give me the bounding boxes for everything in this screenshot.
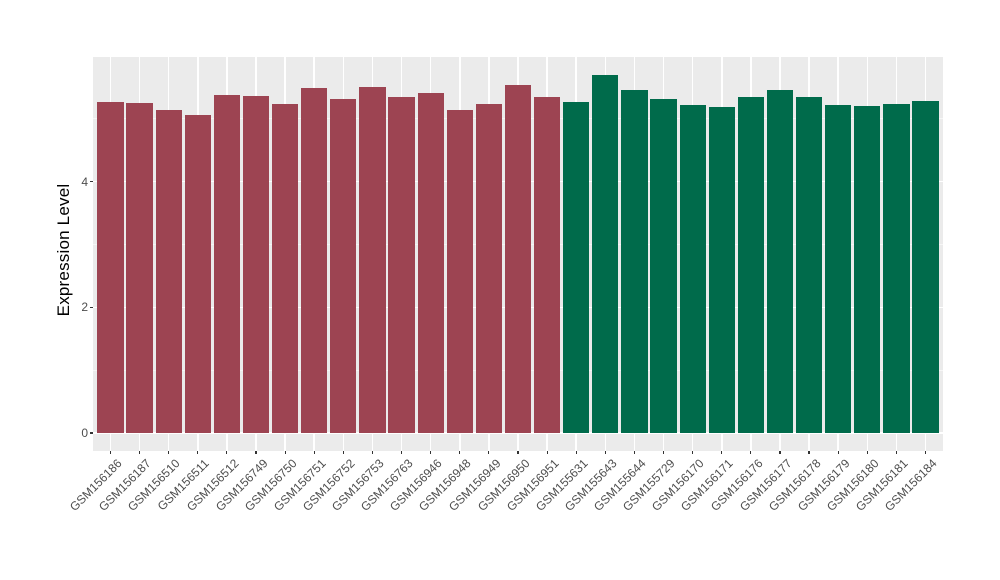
- bar: [504, 84, 532, 433]
- bar: [650, 98, 677, 433]
- bar: [854, 106, 881, 433]
- x-tick-mark: [459, 451, 461, 454]
- bar: [592, 74, 619, 433]
- y-tick-label: 4: [81, 174, 88, 189]
- bar: [883, 104, 910, 433]
- x-tick-mark: [604, 451, 606, 454]
- bar: [97, 101, 124, 433]
- x-tick-mark: [779, 451, 781, 454]
- x-tick-mark: [575, 451, 577, 454]
- x-tick-mark: [692, 451, 694, 454]
- x-tick-mark: [837, 451, 839, 454]
- bar: [825, 105, 852, 433]
- x-tick-mark: [313, 451, 315, 454]
- x-tick-mark: [662, 451, 665, 454]
- x-tick-mark: [808, 451, 810, 454]
- x-tick-mark: [284, 451, 286, 454]
- bar: [737, 97, 764, 433]
- x-tick-mark: [633, 451, 636, 454]
- plot-panel: [93, 57, 943, 451]
- bar: [388, 97, 415, 433]
- x-tick-mark: [197, 451, 199, 454]
- x-tick-mark: [109, 451, 112, 454]
- bar: [679, 104, 706, 433]
- x-tick-mark: [866, 451, 868, 454]
- bar: [621, 89, 648, 433]
- bar: [301, 88, 328, 433]
- bar: [563, 101, 590, 433]
- bar: [213, 94, 240, 433]
- bar: [330, 98, 357, 433]
- bar: [446, 109, 473, 433]
- x-tick-mark: [255, 451, 257, 454]
- bar: [417, 92, 444, 433]
- x-tick-mark: [400, 451, 403, 454]
- x-tick-mark: [342, 451, 344, 454]
- x-tick-mark: [546, 451, 548, 454]
- bar: [912, 101, 939, 433]
- x-tick-mark: [371, 451, 374, 454]
- bar: [359, 87, 386, 433]
- x-tick-mark: [488, 451, 490, 454]
- x-tick-mark: [430, 451, 432, 454]
- bar: [184, 114, 211, 433]
- bar: [708, 107, 735, 433]
- x-tick-mark: [750, 451, 752, 454]
- bar: [475, 104, 502, 433]
- y-tick-mark: [90, 180, 93, 183]
- x-tick-mark: [895, 451, 897, 454]
- x-tick-mark: [226, 451, 228, 454]
- bar: [766, 89, 794, 433]
- bar: [272, 103, 299, 433]
- x-tick-mark: [138, 451, 141, 454]
- bar: [155, 110, 182, 433]
- y-tick-mark: [90, 306, 93, 308]
- y-tick-mark: [90, 432, 93, 434]
- x-tick-mark: [168, 451, 170, 454]
- x-tick-mark: [517, 451, 519, 454]
- y-axis-title: Expression Level: [54, 183, 73, 317]
- x-tick-mark: [721, 451, 723, 454]
- bar: [242, 96, 270, 433]
- y-tick-label: 0: [81, 426, 88, 440]
- bar: [795, 96, 823, 433]
- y-tick-label: 2: [81, 300, 88, 315]
- bar: [534, 97, 561, 433]
- x-tick-mark: [924, 451, 927, 454]
- bar: [126, 102, 153, 433]
